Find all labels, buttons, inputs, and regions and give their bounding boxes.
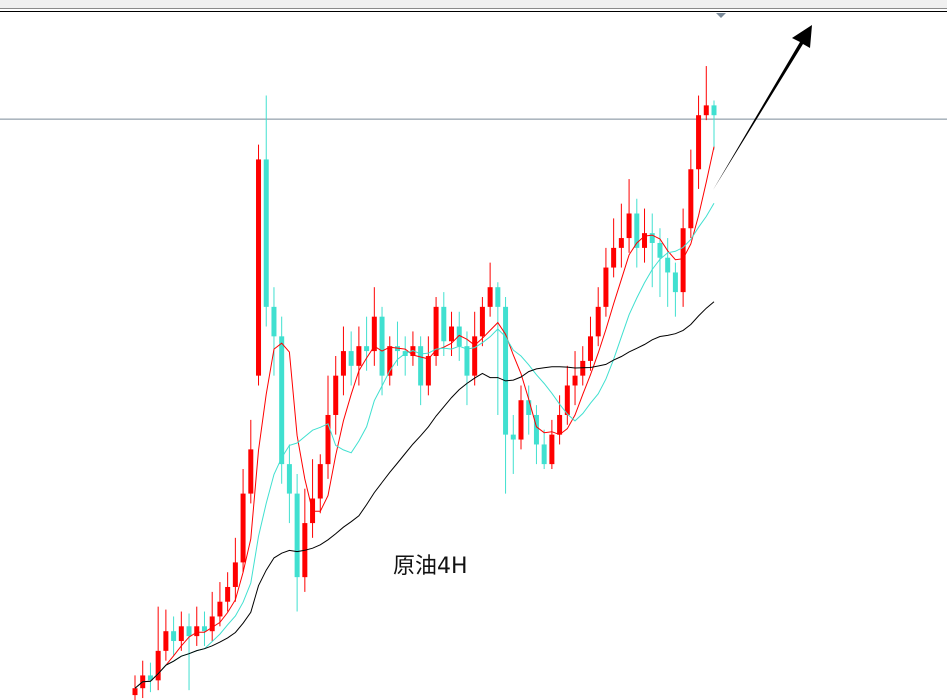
moving-average-10 <box>134 202 715 689</box>
candle-body <box>626 213 632 239</box>
candle-body <box>672 272 678 293</box>
candle-body <box>711 105 717 116</box>
candle-body <box>155 650 161 681</box>
chart-top-border <box>0 11 947 12</box>
candle-body <box>387 346 393 376</box>
candle-body <box>557 414 563 435</box>
candle-body <box>611 247 617 268</box>
candle-body <box>163 631 169 651</box>
triangle-down-icon <box>716 13 726 18</box>
candle-body <box>665 257 671 273</box>
candle-body <box>456 326 462 347</box>
moving-average-30 <box>134 301 715 689</box>
candle-body <box>240 493 246 563</box>
candle-body <box>449 326 455 342</box>
candle-body <box>703 105 709 116</box>
candle-body <box>418 346 424 386</box>
candle-body <box>186 626 192 637</box>
candle-body <box>649 233 655 243</box>
candle-body <box>171 631 177 642</box>
candle-body <box>688 169 694 229</box>
candle-body <box>518 400 524 440</box>
candle-body <box>256 159 262 376</box>
candle-body <box>503 306 509 435</box>
candle-body <box>464 346 470 376</box>
candle-body <box>348 351 354 366</box>
candle-body <box>217 601 223 617</box>
candle-body <box>294 493 300 578</box>
candle-body <box>379 316 385 376</box>
candle-body <box>603 267 609 307</box>
candle-body <box>587 336 593 361</box>
candle-body <box>533 414 539 445</box>
candle-body <box>441 306 447 342</box>
candle-body <box>340 351 346 376</box>
candle-body <box>572 375 578 386</box>
candle-body <box>510 434 516 440</box>
candle-body <box>564 385 570 415</box>
candle-body <box>541 444 547 465</box>
candle-body <box>325 414 331 465</box>
candle-body <box>634 213 640 248</box>
candle-body <box>263 159 269 307</box>
candle-body <box>425 356 431 386</box>
arrow-up-right-icon <box>713 25 812 190</box>
candle-body <box>147 675 153 681</box>
window-top-bar <box>0 0 947 9</box>
candle-body <box>209 616 215 632</box>
candle-body <box>696 115 702 170</box>
candle-body <box>364 346 370 352</box>
candle-body <box>680 228 686 293</box>
candle-body <box>279 336 285 465</box>
candle-body <box>472 336 478 376</box>
candle-body <box>371 316 377 352</box>
moving-average-5 <box>134 146 715 689</box>
candle-body <box>201 626 207 632</box>
chart-title: 原油4H <box>393 554 468 579</box>
candle-body <box>549 434 555 465</box>
candle-body <box>225 586 231 602</box>
candle-body <box>194 626 200 637</box>
candle-body <box>642 233 648 248</box>
candle-body <box>356 346 362 366</box>
candle-body <box>333 375 339 415</box>
candle-body <box>232 562 238 587</box>
candle-body <box>178 626 184 642</box>
candle-body <box>479 306 485 337</box>
candle-body <box>394 346 400 352</box>
candle-body <box>132 688 138 696</box>
candle-body <box>317 464 323 499</box>
candle-body <box>618 238 624 248</box>
candle-body <box>286 464 292 494</box>
candle-body <box>487 287 493 307</box>
candle-body <box>495 287 501 307</box>
candle-body <box>248 449 254 494</box>
candle-body <box>526 400 532 415</box>
candle-body <box>595 306 601 337</box>
candle-body <box>271 306 277 337</box>
candle-body <box>433 306 439 356</box>
candle-body <box>657 242 663 258</box>
